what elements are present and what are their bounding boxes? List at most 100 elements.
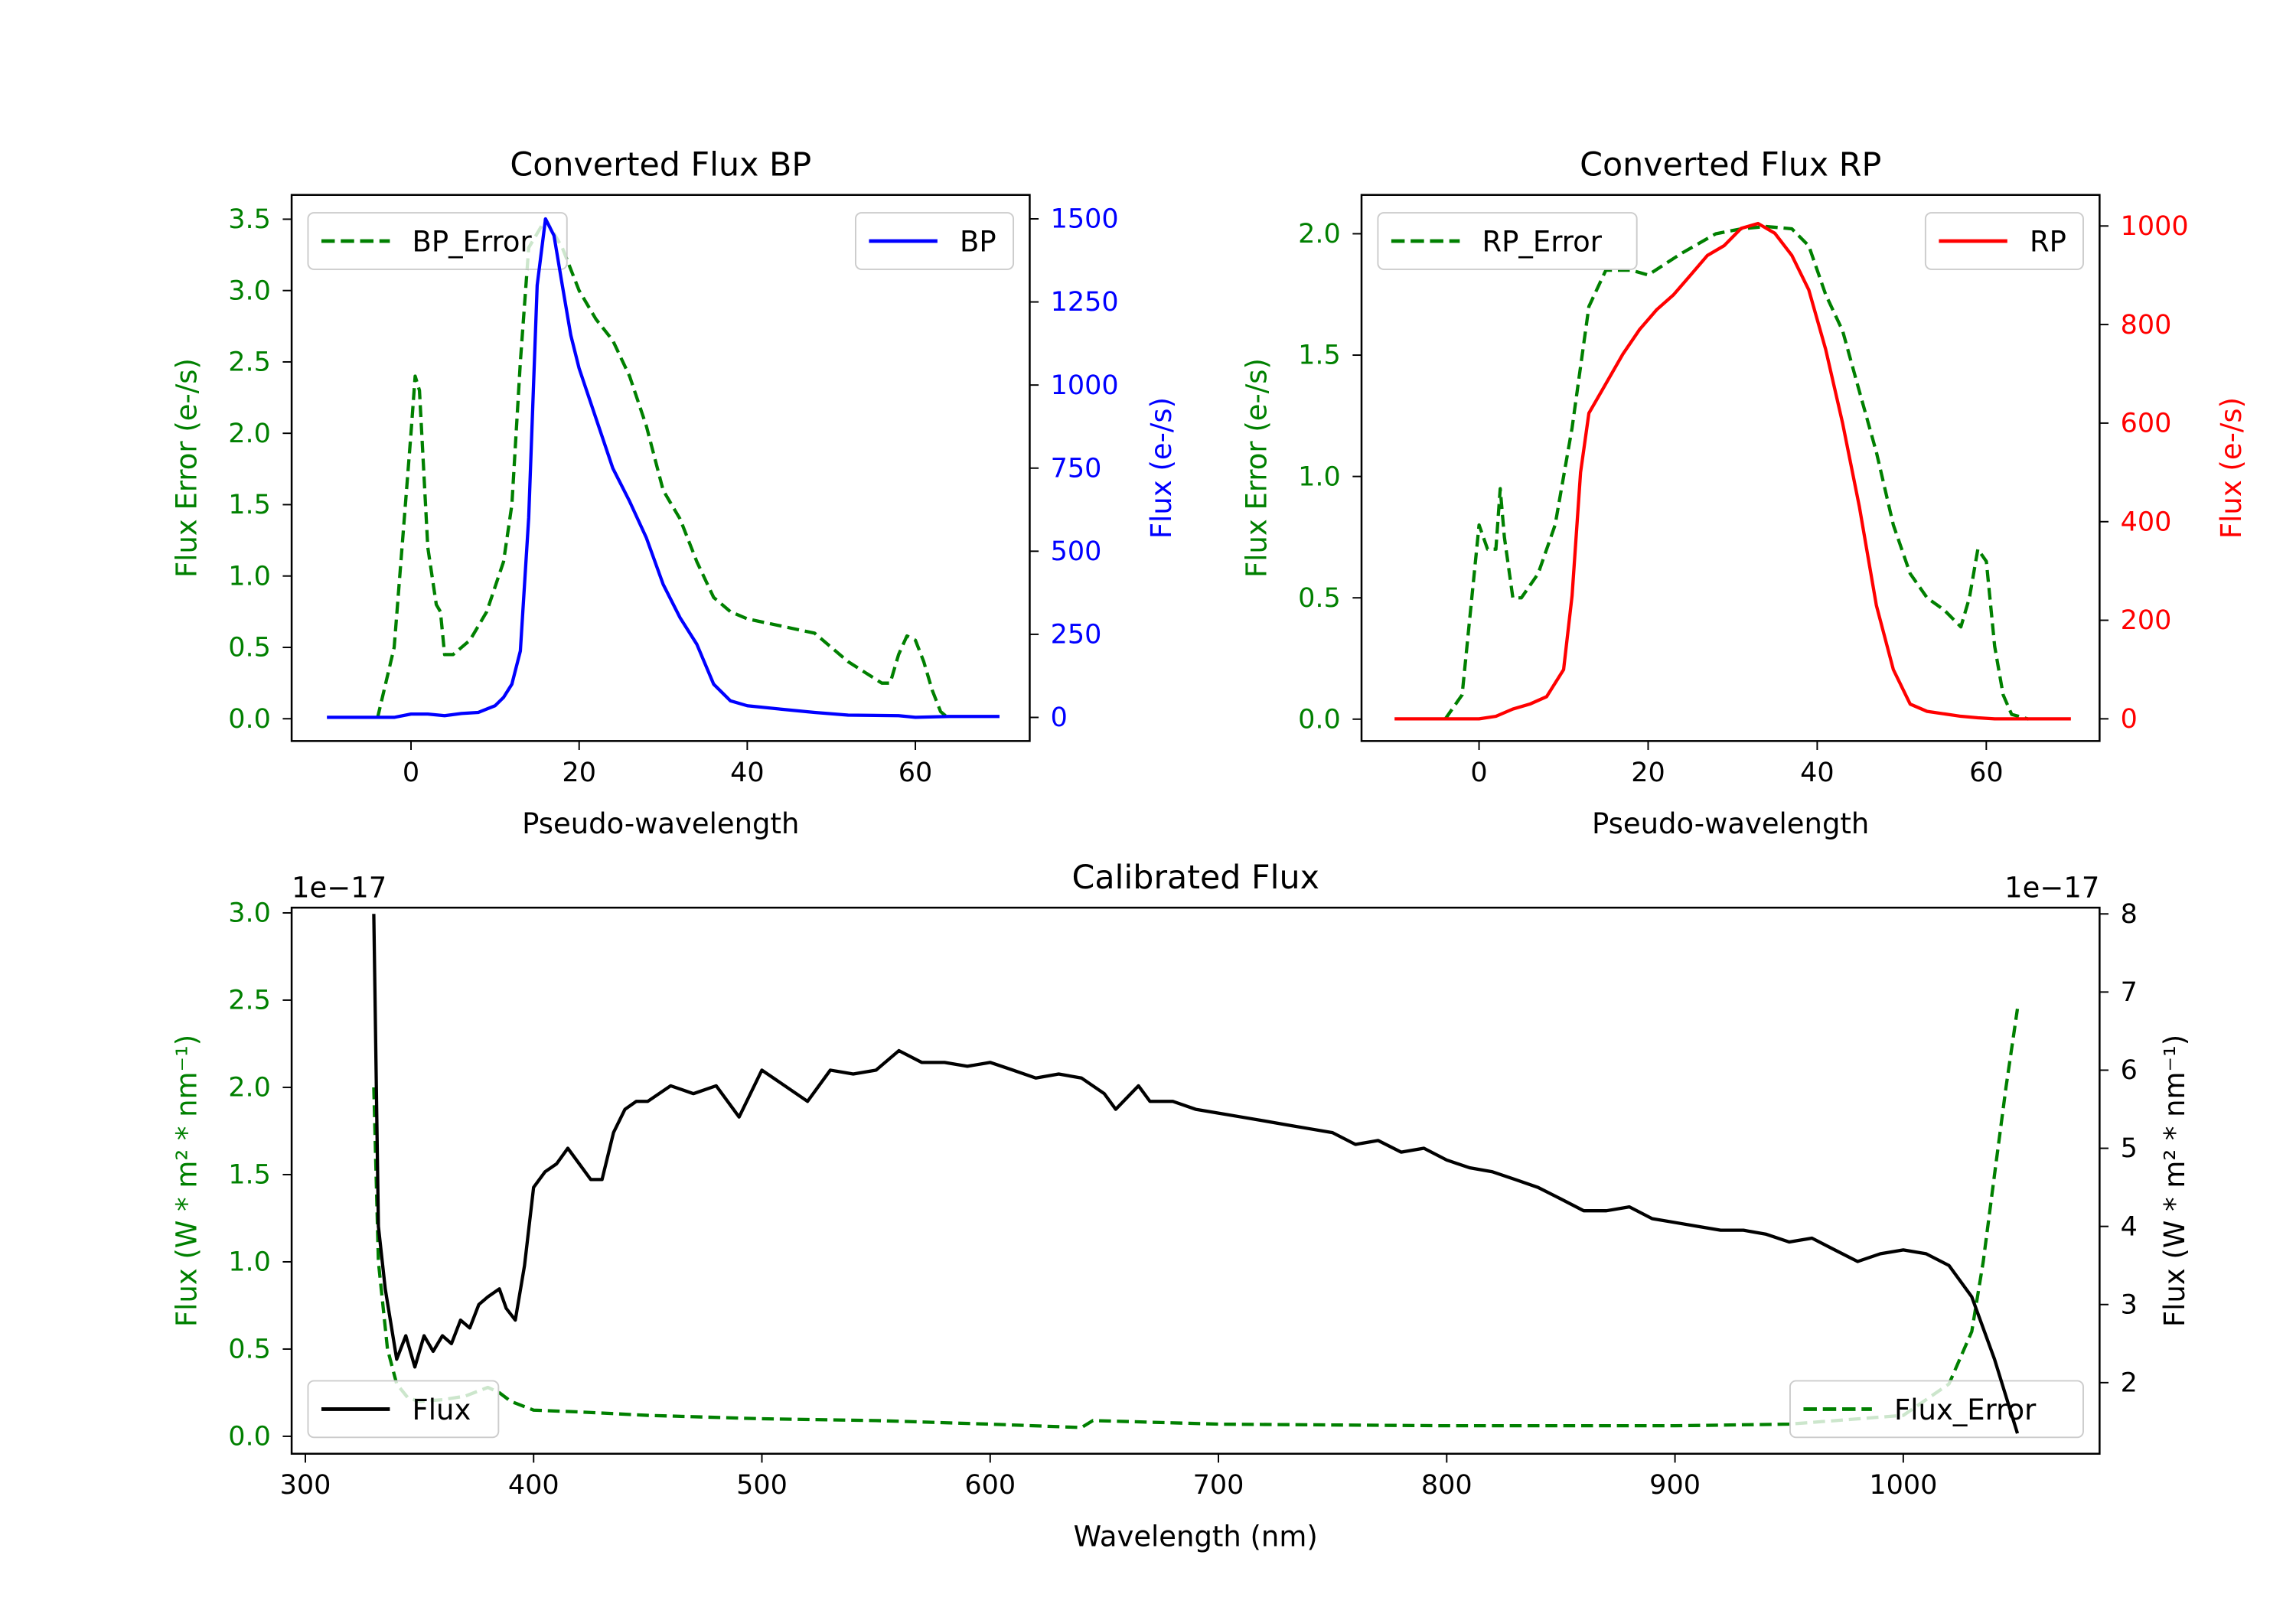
y-left-tick-label: 0.0 — [228, 1422, 271, 1452]
x-tick-label: 300 — [280, 1470, 331, 1501]
y-right-axis-label: Flux (e-/s) — [2215, 397, 2248, 539]
x-tick-label: 1000 — [1869, 1470, 1937, 1501]
y-right-tick-label: 250 — [1051, 620, 1102, 650]
y-left-tick-label: 1.0 — [228, 1247, 271, 1278]
legend-flux: Flux — [307, 1380, 500, 1439]
y-right-tick-label: 200 — [2121, 605, 2172, 636]
y-right-tick-label: 400 — [2121, 507, 2172, 537]
y-right-tick-label: 750 — [1051, 453, 1102, 484]
plot-background — [1362, 194, 2100, 742]
x-tick-label: 700 — [1193, 1470, 1244, 1501]
series-line-rp_error — [1443, 224, 2030, 721]
x-tick-label: 40 — [730, 758, 765, 788]
plot-background — [292, 194, 1030, 742]
x-axis-label: Wavelength (nm) — [1074, 1520, 1318, 1553]
x-tick-label: 400 — [508, 1470, 559, 1501]
legend-label: BP — [960, 226, 996, 259]
y-left-tick-label: 1.5 — [228, 1160, 271, 1191]
y-left-tick-label: 2.5 — [228, 986, 271, 1016]
axes-frame — [290, 906, 2101, 1455]
legend-label: BP_Error — [413, 226, 533, 259]
plot-background — [292, 908, 2100, 1454]
y-left-tick-label: 3.5 — [228, 204, 271, 235]
series-line-bp — [327, 217, 1000, 719]
y-right-tick-label: 7 — [2121, 977, 2138, 1008]
y-left-tick-label: 1.0 — [228, 561, 271, 592]
x-tick-label: 800 — [1421, 1470, 1473, 1501]
y-left-tick-label: 1.5 — [1298, 341, 1341, 371]
y-right-tick-label: 1000 — [2121, 211, 2189, 242]
legend-label: RP_Error — [1482, 226, 1602, 259]
chart-1: Converted Flux RP 0 20 40 60 Pseudo-wavelengt… — [1241, 145, 2248, 839]
legend-label: RP — [2030, 226, 2066, 259]
legend-frame — [1377, 212, 1638, 270]
y-right-tick-label: 6 — [2121, 1055, 2138, 1086]
y-right-tick-label: 4 — [2121, 1211, 2138, 1242]
series-line-rp — [1394, 221, 2071, 721]
y-left-tick-label: 0.5 — [228, 1335, 271, 1365]
series-line-flux — [372, 914, 2020, 1434]
x-tick-label: 900 — [1649, 1470, 1701, 1501]
x-axis-label: Pseudo-wavelength — [522, 807, 799, 840]
chart-title: Converted Flux BP — [510, 145, 811, 184]
x-tick-label: 60 — [899, 758, 933, 788]
y-right-tick-label: 3 — [2121, 1289, 2138, 1320]
y-left-axis-label: Flux (W * m² * nm⁻¹) — [171, 1035, 204, 1327]
y-left-axis-label: Flux Error (e-/s) — [171, 358, 204, 578]
y-right-tick-label: 600 — [2121, 409, 2172, 439]
x-tick-label: 40 — [1800, 758, 1835, 788]
chart-0: Converted Flux BP 0 20 40 60 Pseudo-wavelengt… — [171, 145, 1178, 839]
x-tick-label: 600 — [964, 1470, 1016, 1501]
legend-rp_error: RP_Error — [1377, 212, 1638, 270]
chart-title: Calibrated Flux — [1071, 859, 1319, 897]
axes-frame — [290, 194, 1031, 742]
y-left-axis-label: Flux Error (e-/s) — [1241, 358, 1274, 578]
legend-frame — [307, 212, 568, 270]
y-right-tick-label: 1000 — [1051, 370, 1119, 401]
series-line-bp_error — [375, 217, 951, 720]
y-right-tick-label: 1250 — [1051, 287, 1119, 318]
y-right-tick-label: 2 — [2121, 1367, 2138, 1398]
x-tick-label: 0 — [1470, 758, 1487, 788]
y-right-offset-text: 1e−17 — [2004, 871, 2099, 904]
x-axis-label: Pseudo-wavelength — [1592, 807, 1869, 840]
chart-2: Calibrated Flux 300 400 500 600 700 800 900 1000… — [171, 859, 2192, 1553]
x-tick-label: 20 — [1631, 758, 1665, 788]
y-right-tick-label: 8 — [2121, 899, 2138, 930]
legend-frame — [307, 1380, 500, 1439]
y-left-tick-label: 2.0 — [228, 419, 271, 449]
x-tick-label: 500 — [736, 1470, 788, 1501]
y-left-offset-text: 1e−17 — [292, 871, 386, 904]
y-left-tick-label: 2.0 — [1298, 219, 1341, 249]
y-left-tick-label: 0.0 — [1298, 704, 1341, 735]
y-right-axis-label: Flux (e-/s) — [1145, 397, 1178, 539]
chart-title: Converted Flux RP — [1580, 145, 1881, 184]
y-left-tick-label: 1.0 — [1298, 461, 1341, 492]
legend-flux_error: Flux_Error — [1789, 1380, 2084, 1439]
y-right-tick-label: 0 — [1051, 702, 1068, 733]
legend-bp_error: BP_Error — [307, 212, 568, 270]
y-right-tick-label: 0 — [2121, 704, 2138, 735]
y-left-tick-label: 0.5 — [228, 633, 271, 663]
legend-frame — [1789, 1380, 2084, 1439]
y-left-tick-label: 1.5 — [228, 490, 271, 520]
x-tick-label: 20 — [562, 758, 596, 788]
legend-bp: BP — [854, 212, 1015, 270]
legend-rp: RP — [1924, 212, 2084, 270]
y-left-tick-label: 3.0 — [228, 275, 271, 306]
x-tick-label: 0 — [403, 758, 419, 788]
y-right-tick-label: 500 — [1051, 536, 1102, 567]
y-right-axis-label: Flux (W * m² * nm⁻¹) — [2158, 1035, 2191, 1327]
y-left-tick-label: 0.5 — [1298, 583, 1341, 614]
axes-frame — [1360, 194, 2101, 742]
y-left-tick-label: 2.5 — [228, 347, 271, 378]
y-right-tick-label: 5 — [2121, 1133, 2138, 1164]
legend-label: Flux — [413, 1393, 471, 1426]
y-left-tick-label: 3.0 — [228, 898, 271, 929]
y-left-tick-label: 0.0 — [228, 704, 271, 735]
y-right-tick-label: 1500 — [1051, 204, 1119, 235]
x-tick-label: 60 — [1969, 758, 2004, 788]
y-left-tick-label: 2.0 — [228, 1073, 271, 1103]
y-right-tick-label: 800 — [2121, 310, 2172, 341]
